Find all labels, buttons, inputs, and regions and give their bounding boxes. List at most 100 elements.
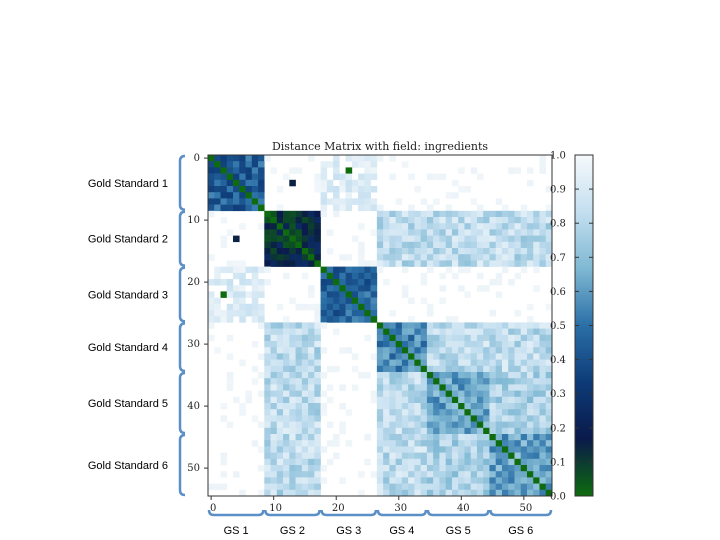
- heatmap-cell: [314, 384, 321, 391]
- heatmap-cell: [545, 458, 553, 466]
- heatmap-cell: [395, 452, 403, 460]
- heatmap-cell: [264, 372, 271, 379]
- heatmap-cell: [301, 396, 309, 404]
- heatmap-cell: [345, 173, 353, 181]
- heatmap-cell: [389, 365, 396, 373]
- heatmap-cell: [289, 229, 296, 236]
- heatmap-cell: [439, 390, 446, 398]
- heatmap-cell: [233, 161, 240, 168]
- heatmap-cell: [533, 353, 540, 360]
- heatmap-cell: [451, 372, 459, 379]
- heatmap-cell: [545, 378, 553, 385]
- heatmap-cell: [401, 353, 409, 360]
- heatmap-cell: [414, 359, 421, 367]
- heatmap-cell: [283, 489, 290, 497]
- heatmap-cell: [439, 421, 446, 429]
- heatmap-cell: [439, 217, 446, 224]
- heatmap-cell: [426, 235, 434, 243]
- heatmap-cell: [420, 446, 428, 453]
- heatmap-cell: [483, 322, 490, 329]
- heatmap-cell: [470, 415, 478, 422]
- heatmap-cell: [458, 322, 465, 329]
- heatmap-cell: [251, 266, 259, 274]
- heatmap-cell: [370, 353, 378, 360]
- heatmap-cell: [545, 415, 553, 422]
- heatmap-cell: [426, 452, 434, 460]
- heatmap-cell: [414, 347, 421, 354]
- colorbar-tick-label: 1.0: [550, 151, 566, 162]
- heatmap-cell: [339, 272, 346, 280]
- heatmap-cell: [489, 452, 496, 460]
- heatmap-cell: [514, 322, 522, 329]
- heatmap-cell: [451, 316, 459, 323]
- heatmap-cell: [464, 241, 471, 249]
- heatmap-cell: [476, 229, 484, 236]
- heatmap-cell: [358, 260, 365, 267]
- heatmap-cell: [220, 310, 228, 317]
- heatmap-cell: [495, 365, 503, 373]
- heatmap-cell: [526, 223, 534, 230]
- heatmap-cell: [508, 167, 515, 174]
- heatmap-cell: [314, 427, 321, 435]
- heatmap-cell: [276, 186, 284, 193]
- heatmap-cell: [389, 396, 396, 404]
- heatmap-cell: [233, 396, 240, 404]
- heatmap-cell: [539, 440, 547, 447]
- heatmap-cell: [508, 347, 515, 354]
- bottom-group-bracket: [489, 509, 553, 517]
- heatmap-cell: [251, 297, 259, 305]
- heatmap-cell: [208, 167, 215, 174]
- heatmap-cell: [545, 229, 553, 236]
- heatmap-cell: [233, 260, 240, 267]
- heatmap-cell: [208, 198, 215, 205]
- heatmap-cell: [451, 434, 459, 441]
- heatmap-cell: [370, 229, 378, 236]
- heatmap-cell: [458, 390, 465, 398]
- heatmap-cell: [214, 316, 221, 323]
- heatmap-cell: [433, 328, 440, 336]
- heatmap-cell: [414, 440, 421, 447]
- heatmap-cell: [464, 322, 471, 329]
- heatmap-cell: [520, 235, 528, 243]
- heatmap-cell: [401, 489, 409, 497]
- heatmap-cell: [439, 465, 446, 472]
- heatmap-cell: [389, 359, 396, 367]
- heatmap-cell: [545, 235, 553, 243]
- heatmap-cell: [526, 403, 534, 410]
- heatmap-cell: [395, 434, 403, 441]
- heatmap-cell: [533, 322, 540, 329]
- heatmap-cell: [395, 365, 403, 373]
- heatmap-cell: [308, 155, 315, 162]
- y-tick-label: 20: [187, 277, 200, 288]
- heatmap-cell: [308, 334, 315, 342]
- heatmap-cell: [358, 285, 365, 292]
- heatmap-cell: [514, 310, 522, 317]
- heatmap-cell: [308, 359, 315, 367]
- colorbar-tick-label: 0.8: [550, 219, 566, 230]
- heatmap-cell: [401, 217, 409, 224]
- heatmap-cell: [276, 440, 284, 447]
- heatmap-cell: [464, 471, 471, 478]
- heatmap-cell: [408, 372, 415, 379]
- y-tick-label: 40: [187, 401, 200, 412]
- heatmap-cell: [495, 260, 503, 267]
- heatmap-cell: [439, 272, 446, 280]
- heatmap-cell: [508, 223, 515, 230]
- heatmap-cell: [395, 396, 403, 404]
- heatmap-cell: [258, 186, 265, 193]
- heatmap-cell: [245, 167, 253, 174]
- heatmap-cell: [545, 241, 553, 249]
- heatmap-cell: [376, 477, 384, 484]
- heatmap-cell: [501, 415, 509, 422]
- heatmap-cell: [545, 403, 553, 410]
- heatmap-cell: [408, 248, 415, 255]
- heatmap-cell: [420, 248, 428, 255]
- heatmap-cell: [301, 322, 309, 329]
- heatmap-cell: [526, 365, 534, 373]
- heatmap-cell: [320, 173, 328, 181]
- heatmap-cell: [539, 372, 547, 379]
- heatmap-cell: [476, 223, 484, 230]
- heatmap-cell: [314, 210, 321, 218]
- heatmap-cell: [389, 465, 396, 472]
